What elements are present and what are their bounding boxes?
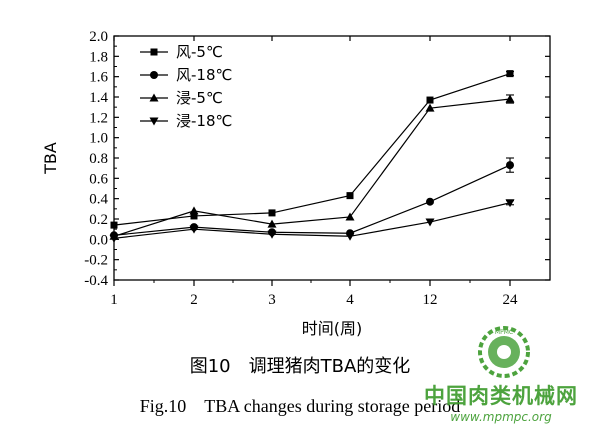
legend-label: 浸-5℃: [176, 89, 223, 107]
y-axis-title: TBA: [41, 142, 60, 175]
square-marker: [426, 96, 434, 104]
square-marker: [150, 48, 158, 56]
y-tick-label: 1.0: [89, 131, 108, 147]
x-axis-title: 时间(周): [302, 319, 363, 338]
circle-marker: [150, 71, 158, 79]
series-line: [113, 202, 511, 239]
watermark-site-url: www.mpmpc.org: [450, 410, 552, 424]
square-marker: [190, 212, 198, 220]
series-line: [113, 98, 511, 237]
legend-item: 风-5℃: [140, 43, 223, 61]
series-line: [113, 164, 511, 236]
triangle-up-marker: [189, 206, 199, 215]
watermark-logo-text: MPMC: [495, 329, 513, 336]
legend: 风-5℃ 风-18℃ 浸-5℃ 浸-18℃: [140, 43, 232, 130]
tba-line-chart: -0.4 -0.2 0.0 0.2 0.4 0.6 0.8 1.0 1.2 1.4 1.6 1.8 2.…: [41, 29, 551, 338]
series-2: [110, 157, 514, 240]
x-axis: 1 2 3 4 12 24: [110, 36, 518, 308]
triangle-up-marker: [149, 93, 159, 102]
series-layer: [109, 70, 515, 243]
x-tick-label: 2: [190, 292, 198, 308]
triangle-down-marker: [425, 218, 435, 227]
x-tick-label: 1: [110, 292, 118, 308]
square-marker: [268, 209, 276, 217]
x-tick-label: 4: [346, 292, 354, 308]
figure-caption-chinese: 图10 调理猪肉TBA的变化: [189, 356, 411, 377]
y-tick-label: 0.8: [89, 151, 108, 167]
triangle-down-marker: [345, 232, 355, 241]
y-axis: -0.4 -0.2 0.0 0.2 0.4 0.6 0.8 1.0 1.2 1.4 1.6 1.8 2.…: [84, 29, 550, 289]
y-tick-label: 1.6: [89, 70, 108, 86]
circle-marker: [506, 161, 514, 170]
legend-label: 风-5℃: [176, 43, 223, 61]
triangle-up-marker: [505, 94, 515, 103]
triangle-up-marker: [345, 212, 355, 221]
watermark-site-name: 中国肉类机械网: [424, 384, 578, 408]
square-marker: [346, 192, 354, 200]
legend-label: 风-18℃: [176, 66, 232, 84]
y-tick-label: -0.4: [84, 273, 108, 289]
y-tick-label: 0.2: [89, 212, 108, 228]
y-tick-label: 0.4: [89, 192, 108, 208]
x-tick-label: 12: [423, 292, 438, 308]
series-4: [109, 199, 515, 243]
y-tick-label: 1.8: [89, 49, 108, 65]
y-tick-label: 0.0: [89, 232, 108, 248]
triangle-down-marker: [267, 230, 277, 239]
y-tick-label: 1.2: [89, 110, 108, 126]
series-1: [110, 70, 514, 229]
watermark-logo-icon: MPMC: [478, 326, 530, 378]
y-tick-label: 0.6: [89, 171, 108, 187]
y-tick-label: -0.2: [84, 253, 108, 269]
circle-marker: [426, 197, 434, 206]
triangle-down-marker: [149, 117, 159, 126]
watermark: MPMC 中国肉类机械网 www.mpmpc.org: [416, 324, 586, 434]
figure-caption-english: Fig.10 TBA changes during storage period: [139, 396, 461, 416]
triangle-up-marker: [267, 219, 277, 228]
legend-item: 浸-5℃: [140, 89, 223, 107]
square-marker: [506, 70, 514, 78]
triangle-down-marker: [505, 199, 515, 208]
series-3: [109, 94, 515, 240]
triangle-up-marker: [425, 103, 435, 112]
x-tick-label: 24: [503, 292, 519, 308]
y-tick-label: 1.4: [89, 90, 108, 106]
x-tick-label: 3: [268, 292, 276, 308]
triangle-down-marker: [109, 234, 119, 243]
legend-item: 浸-18℃: [140, 112, 232, 130]
y-tick-label: 2.0: [89, 29, 108, 45]
series-line: [113, 73, 511, 226]
legend-item: 风-18℃: [140, 66, 232, 84]
triangle-down-marker: [189, 225, 199, 234]
legend-label: 浸-18℃: [176, 112, 232, 130]
square-marker: [110, 221, 118, 229]
